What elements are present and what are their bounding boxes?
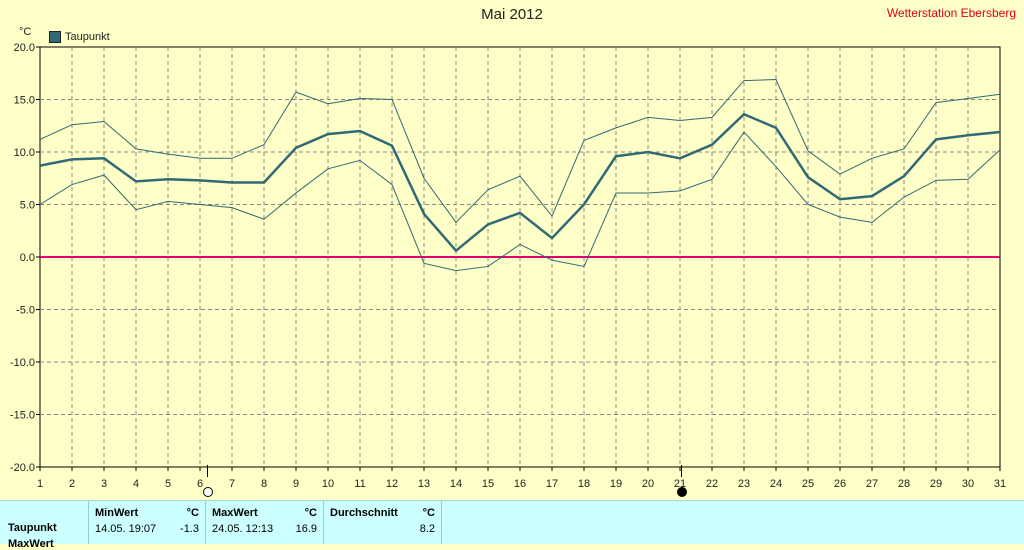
y-tick-label: -15.0 (10, 410, 35, 422)
legend-swatch (49, 31, 61, 43)
x-tick-label: 11 (354, 478, 365, 490)
y-tick-label: 10.0 (14, 147, 35, 159)
x-tick-labels: 1 2 3 4 5 6 7 8 9 10 11 12 13 14 15 16 17 18 19 20 21 22 23 24 2… (37, 467, 1006, 490)
min-header: MinWert (95, 507, 139, 519)
x-tick-label: 20 (642, 478, 654, 490)
x-tick-label: 7 (229, 478, 235, 490)
x-tick-label: 18 (578, 478, 590, 490)
x-tick-label: 23 (738, 478, 750, 490)
x-tick-label: 31 (994, 478, 1006, 490)
new-moon-icon (677, 487, 687, 497)
x-tick-label: 13 (418, 478, 430, 490)
max-column: MaxWert °C 24.05. 12:13 16.9 (205, 501, 323, 544)
series-lines (39, 79, 1001, 272)
x-tick-label: 5 (165, 478, 171, 490)
x-tick-label: 4 (133, 478, 139, 490)
y-tick-label: 0.0 (20, 252, 35, 264)
x-tick-label: 29 (930, 478, 942, 490)
station-name: Wetterstation Ebersberg (886, 6, 1016, 20)
stats-panel: Taupunkt MaxWert MinWert °C 14.05. 19:07… (0, 500, 1024, 550)
x-tick-label: 19 (610, 478, 622, 490)
x-tick-label: 3 (101, 478, 107, 490)
stats-row-label: Taupunkt (8, 522, 57, 534)
x-tick-label: 24 (770, 478, 782, 490)
min-column: MinWert °C 14.05. 19:07 -1.3 (88, 501, 205, 544)
y-tick-label: 20.0 (14, 42, 35, 54)
x-tick-label: 25 (802, 478, 814, 490)
x-tick-label: 26 (834, 478, 846, 490)
y-axis-unit: °C (19, 26, 32, 38)
y-tick-labels: 20.0 15.0 10.0 5.0 0.0 -5.0 -10.0 -15.0 -20.0 (10, 42, 40, 474)
avg-column: Durchschnitt °C 8.2 (323, 501, 442, 544)
x-tick-label: 16 (514, 478, 526, 490)
min-unit: °C (186, 507, 199, 519)
x-tick-label: 28 (898, 478, 910, 490)
avg-value: 8.2 (419, 523, 435, 535)
x-tick-label: 9 (293, 478, 299, 490)
series-line-avg (39, 112, 1001, 253)
y-tick-label: -20.0 (10, 462, 35, 474)
x-tick-label: 30 (962, 478, 974, 490)
x-tick-label: 15 (482, 478, 494, 490)
full-moon-icon (203, 487, 213, 497)
max-unit: °C (304, 507, 317, 519)
y-tick-label: 15.0 (14, 95, 35, 107)
x-tick-label: 8 (261, 478, 267, 490)
chart-title: Mai 2012 (481, 6, 543, 23)
full-moon-marker-line (207, 465, 208, 477)
max-date: 24.05. 12:13 (212, 523, 274, 535)
x-tick-label: 22 (706, 478, 718, 490)
legend: Taupunkt (49, 31, 110, 43)
max-value: 16.9 (295, 523, 317, 535)
x-tick-label: 12 (386, 478, 398, 490)
x-tick-label: 1 (37, 478, 43, 490)
series-line-min (39, 131, 1001, 272)
stats-row-label-2: MaxWert (8, 538, 54, 550)
avg-unit: °C (422, 507, 435, 519)
min-value: -1.3 (180, 523, 199, 535)
x-tick-label: 27 (866, 478, 878, 490)
y-tick-label: 5.0 (20, 200, 35, 212)
x-tick-label: 2 (69, 478, 75, 490)
max-header: MaxWert (212, 507, 258, 519)
new-moon-marker-line (681, 465, 682, 477)
y-tick-label: -10.0 (10, 357, 35, 369)
x-tick-label: 17 (546, 478, 558, 490)
avg-header: Durchschnitt (330, 507, 398, 519)
x-tick-label: 10 (322, 478, 334, 490)
y-tick-label: -5.0 (16, 305, 35, 317)
series-line-max (39, 79, 1001, 224)
x-tick-label: 6 (197, 478, 203, 490)
x-tick-label: 14 (450, 478, 462, 490)
min-date: 14.05. 19:07 (95, 523, 157, 535)
legend-label: Taupunkt (65, 31, 110, 43)
